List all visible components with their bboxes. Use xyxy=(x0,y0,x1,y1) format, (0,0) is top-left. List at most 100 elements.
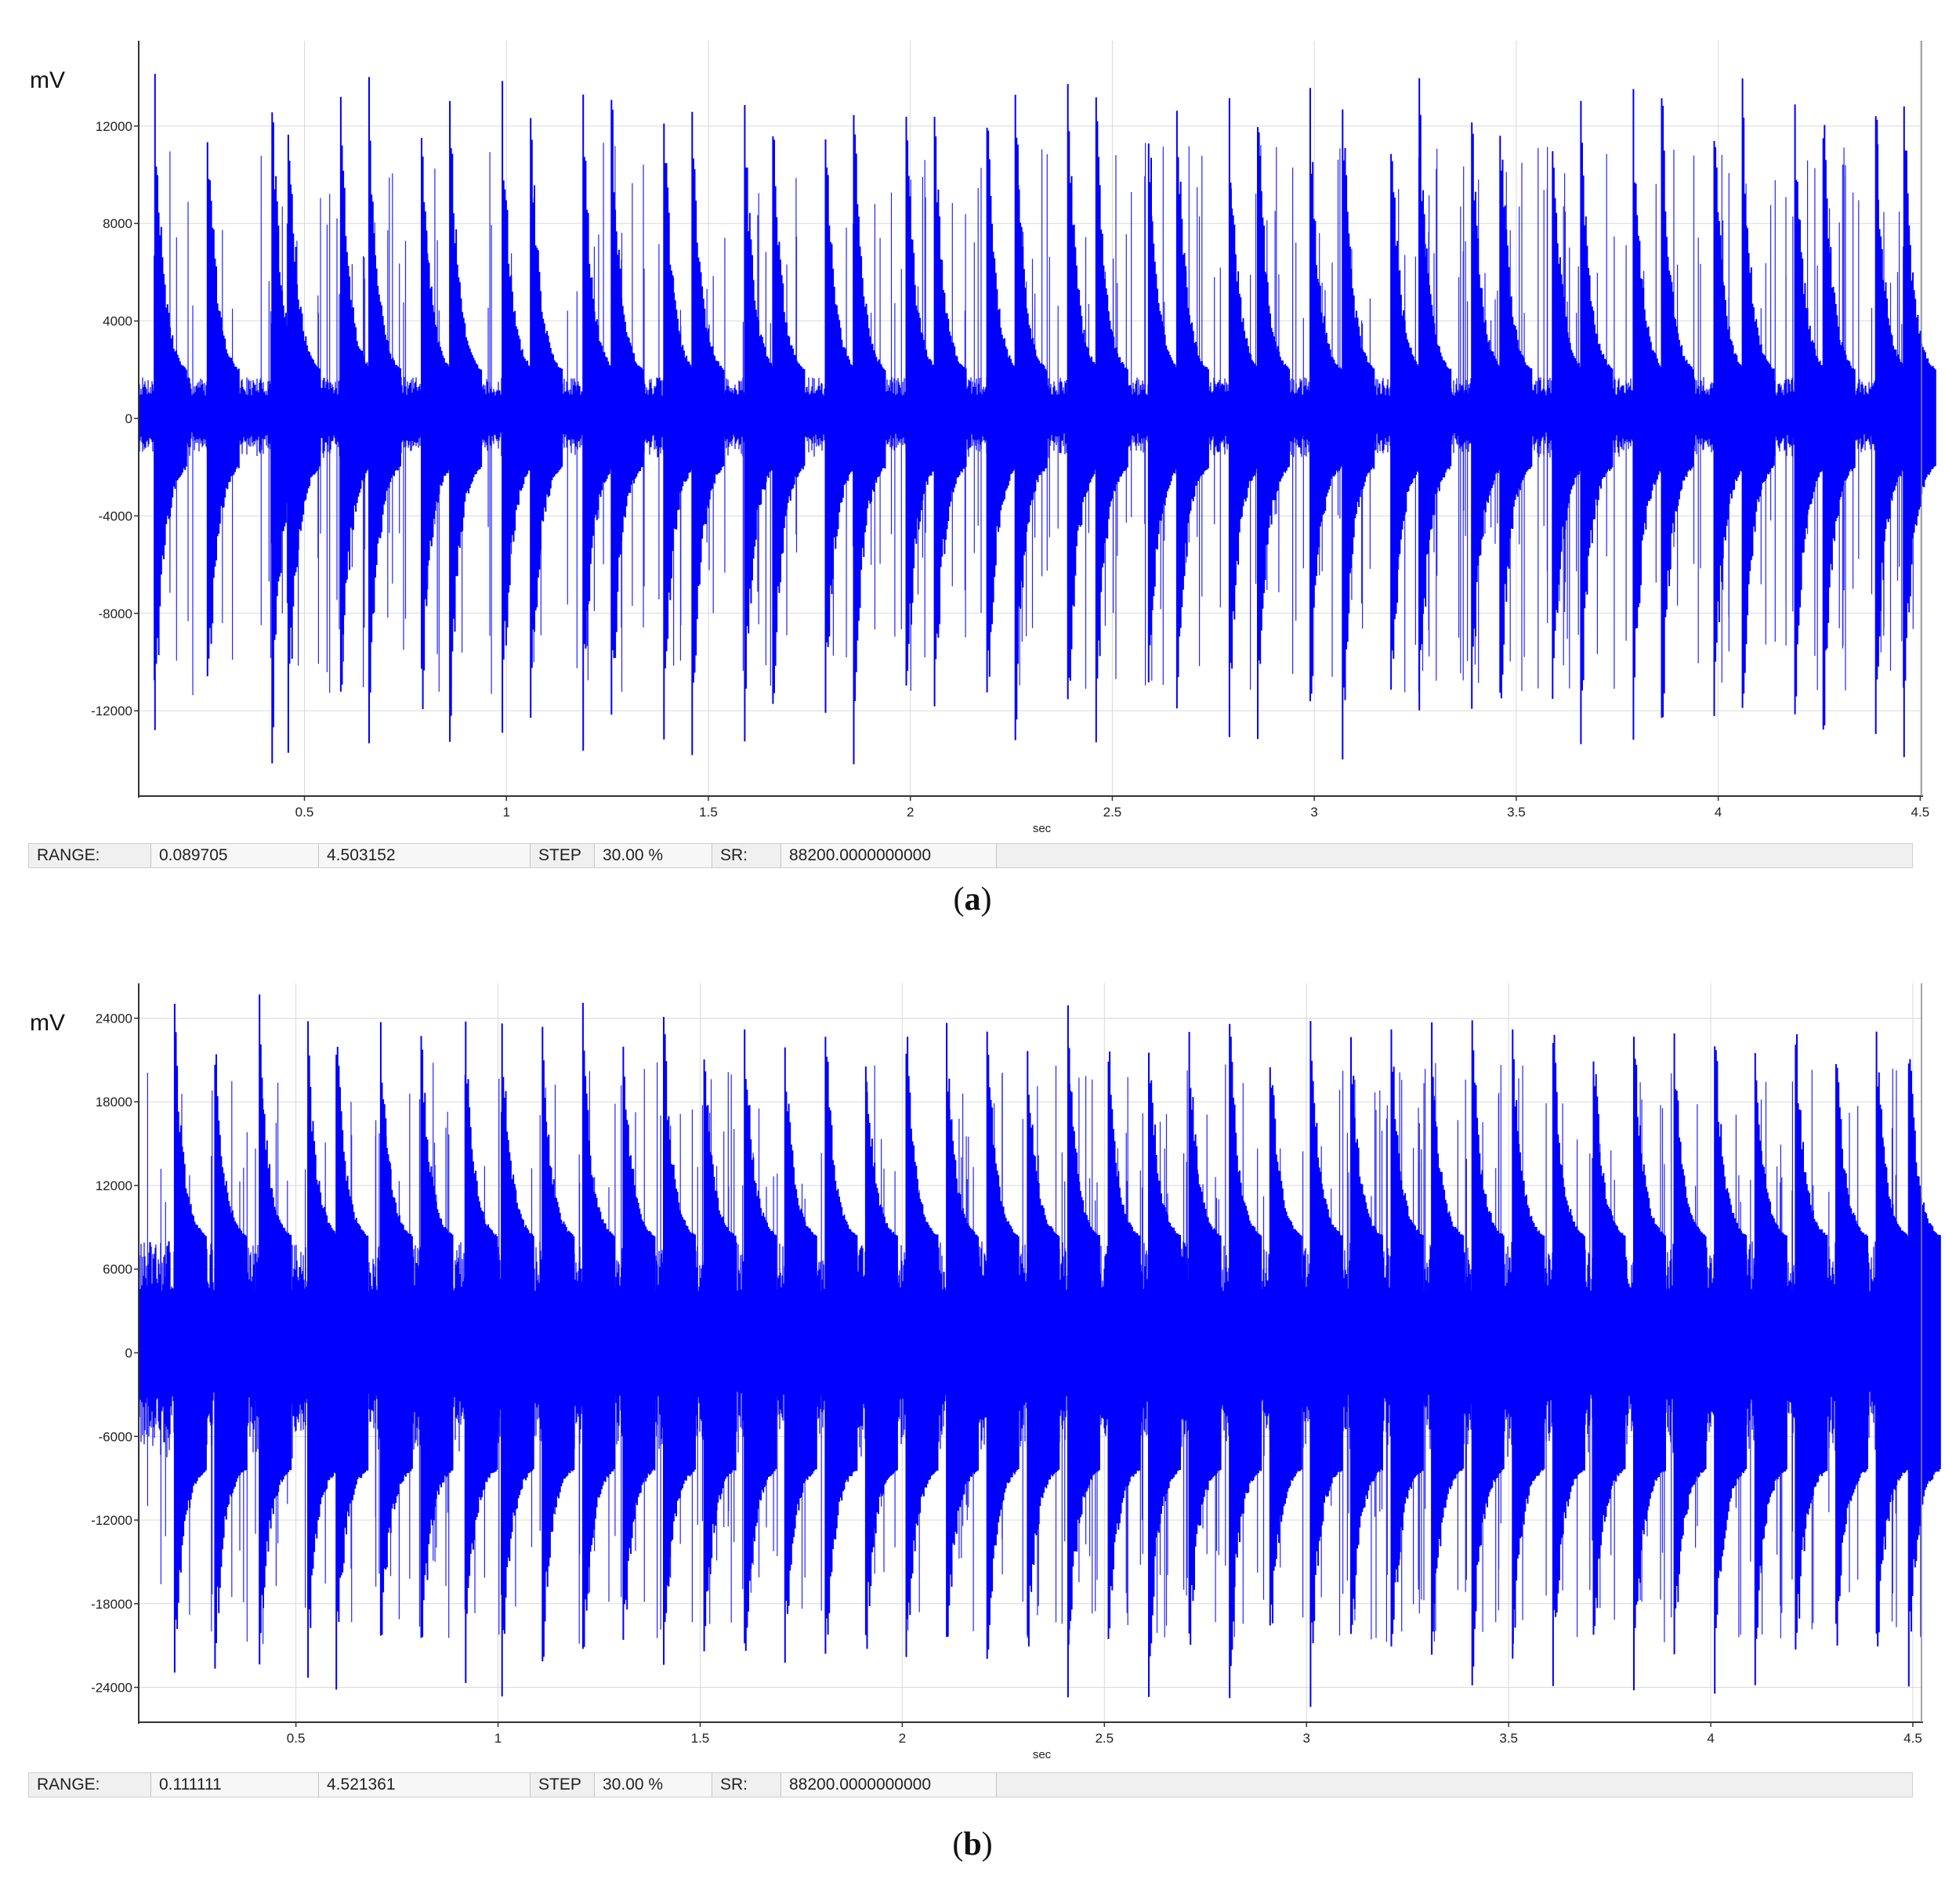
peak-burst xyxy=(465,1021,498,1683)
peak-burst xyxy=(530,118,563,719)
waveform-peak xyxy=(1418,78,1452,711)
waveform-peak xyxy=(173,1004,207,1673)
waveform-peak xyxy=(703,1059,737,1652)
peak-burst xyxy=(173,1004,207,1673)
peak-burst xyxy=(1148,1052,1181,1697)
peak-burst xyxy=(1188,1032,1222,1645)
peak-burst xyxy=(206,142,240,677)
y-tick-label: 4000 xyxy=(103,314,132,329)
waveform-peak xyxy=(1390,1029,1424,1647)
peak-burst xyxy=(1269,1067,1302,1626)
peak-burst xyxy=(1754,1053,1787,1685)
waveform-peak xyxy=(824,1037,858,1654)
waveform-peak xyxy=(1309,88,1342,701)
peak-burst xyxy=(1107,1052,1141,1639)
peak-burst xyxy=(449,101,483,742)
waveform-peak xyxy=(1148,1052,1181,1697)
step-label: STEP xyxy=(531,844,595,867)
peak-burst xyxy=(1431,1022,1465,1655)
y-tick-label: -6000 xyxy=(99,1429,132,1444)
peak-burst xyxy=(1822,125,1856,730)
waveform-panel-a: 12000 8000 4000 0 -4000 -8000 -12000 0.5 1 1.5 2 2.… xyxy=(0,0,1945,928)
peak-burst xyxy=(214,1054,248,1669)
waveform-peak xyxy=(1188,1032,1222,1645)
y-tick-label: -8000 xyxy=(99,606,132,621)
peak-burst xyxy=(1907,1059,1941,1687)
y-tick-label: -18000 xyxy=(91,1597,132,1612)
peak-burst xyxy=(663,1016,696,1665)
range-end-value: 4.521361 xyxy=(319,1773,531,1797)
peak-burst xyxy=(1741,78,1775,708)
waveform-peak xyxy=(420,1036,454,1638)
waveform-peak xyxy=(1014,94,1048,740)
waveform-panel-b: 24000 18000 12000 6000 0 -6000 -12000 -18000 -24… xyxy=(0,928,1945,1904)
peak-burst xyxy=(1014,94,1048,740)
panel-caption-a: (a) xyxy=(953,881,992,918)
waveform-peak xyxy=(1471,1020,1505,1685)
waveform-peak xyxy=(1499,136,1533,699)
waveform-peak xyxy=(206,142,240,677)
waveform-peak xyxy=(1175,110,1209,709)
sr-value: 88200.0000000000 xyxy=(781,844,997,867)
y-tick-label: 18000 xyxy=(96,1095,132,1109)
y-tick-label: 12000 xyxy=(96,1178,132,1193)
peak-burst xyxy=(1027,1051,1060,1647)
x-unit-label: sec xyxy=(1033,1748,1052,1761)
peak-burst xyxy=(420,1036,454,1638)
waveform-peak xyxy=(1661,98,1694,719)
peak-burst xyxy=(1875,1031,1909,1647)
waveform-peak xyxy=(1027,1051,1060,1647)
x-tick-label: 1.5 xyxy=(691,1731,710,1746)
x-tick-label: 4.5 xyxy=(1911,805,1930,820)
peak-burst xyxy=(335,1047,369,1690)
peak-burst xyxy=(864,1066,898,1649)
peak-burst xyxy=(1795,1033,1828,1650)
waveform-peak xyxy=(1512,1029,1545,1659)
y-tick-label: 0 xyxy=(125,1346,132,1361)
peak-burst xyxy=(905,1037,939,1657)
x-tick-label: 1 xyxy=(502,805,509,820)
peak-burst xyxy=(1067,1005,1100,1698)
statusbar-b: RANGE: 0.111111 4.521361 STEP 30.00 % SR… xyxy=(28,1772,1913,1797)
waveform-peak xyxy=(1229,1023,1262,1699)
peak-burst xyxy=(581,1002,615,1649)
range-start-value: 0.111111 xyxy=(151,1773,319,1797)
waveform-peak xyxy=(541,1026,575,1662)
y-tick-label: -12000 xyxy=(91,1513,132,1528)
peak-burst xyxy=(703,1059,737,1652)
peak-burst xyxy=(1342,109,1375,760)
waveform-peak xyxy=(530,118,563,719)
y-tick-label: -4000 xyxy=(99,509,132,523)
waveform-peak xyxy=(287,134,321,753)
peak-burst xyxy=(1309,1021,1343,1707)
peak-burst xyxy=(784,1047,817,1663)
y-tick-label: 24000 xyxy=(96,1011,132,1026)
x-tick-label: 3 xyxy=(1310,805,1317,820)
peak-burst xyxy=(1673,1033,1707,1655)
waveform-peak xyxy=(1907,1059,1941,1687)
x-tick-label: 3 xyxy=(1302,1731,1309,1746)
x-tick-label: 2.5 xyxy=(1095,1731,1114,1746)
peak-burst xyxy=(933,117,967,707)
peak-burst xyxy=(1661,98,1694,719)
peak-burst xyxy=(1350,1037,1383,1634)
waveform-peak xyxy=(622,1046,656,1640)
peak-burst xyxy=(772,136,806,704)
waveform-peak xyxy=(1580,100,1614,744)
waveform-peak xyxy=(1552,1034,1585,1686)
peak-burst xyxy=(1580,100,1614,744)
peak-burst xyxy=(287,134,321,753)
waveform-peak xyxy=(933,117,967,707)
peak-burst xyxy=(541,1026,575,1662)
waveform-peak xyxy=(1741,78,1775,708)
waveform-peak xyxy=(853,114,886,765)
waveform-peak xyxy=(1835,1064,1868,1646)
waveform-peak xyxy=(154,74,187,730)
waveform-peak xyxy=(1673,1033,1707,1655)
peak-burst xyxy=(379,1022,413,1636)
x-tick-label: 3.5 xyxy=(1499,1731,1518,1746)
waveform-peak xyxy=(946,1023,980,1638)
waveform-peak xyxy=(1095,97,1128,743)
peak-burst xyxy=(501,1023,534,1697)
peak-burst xyxy=(691,111,725,755)
